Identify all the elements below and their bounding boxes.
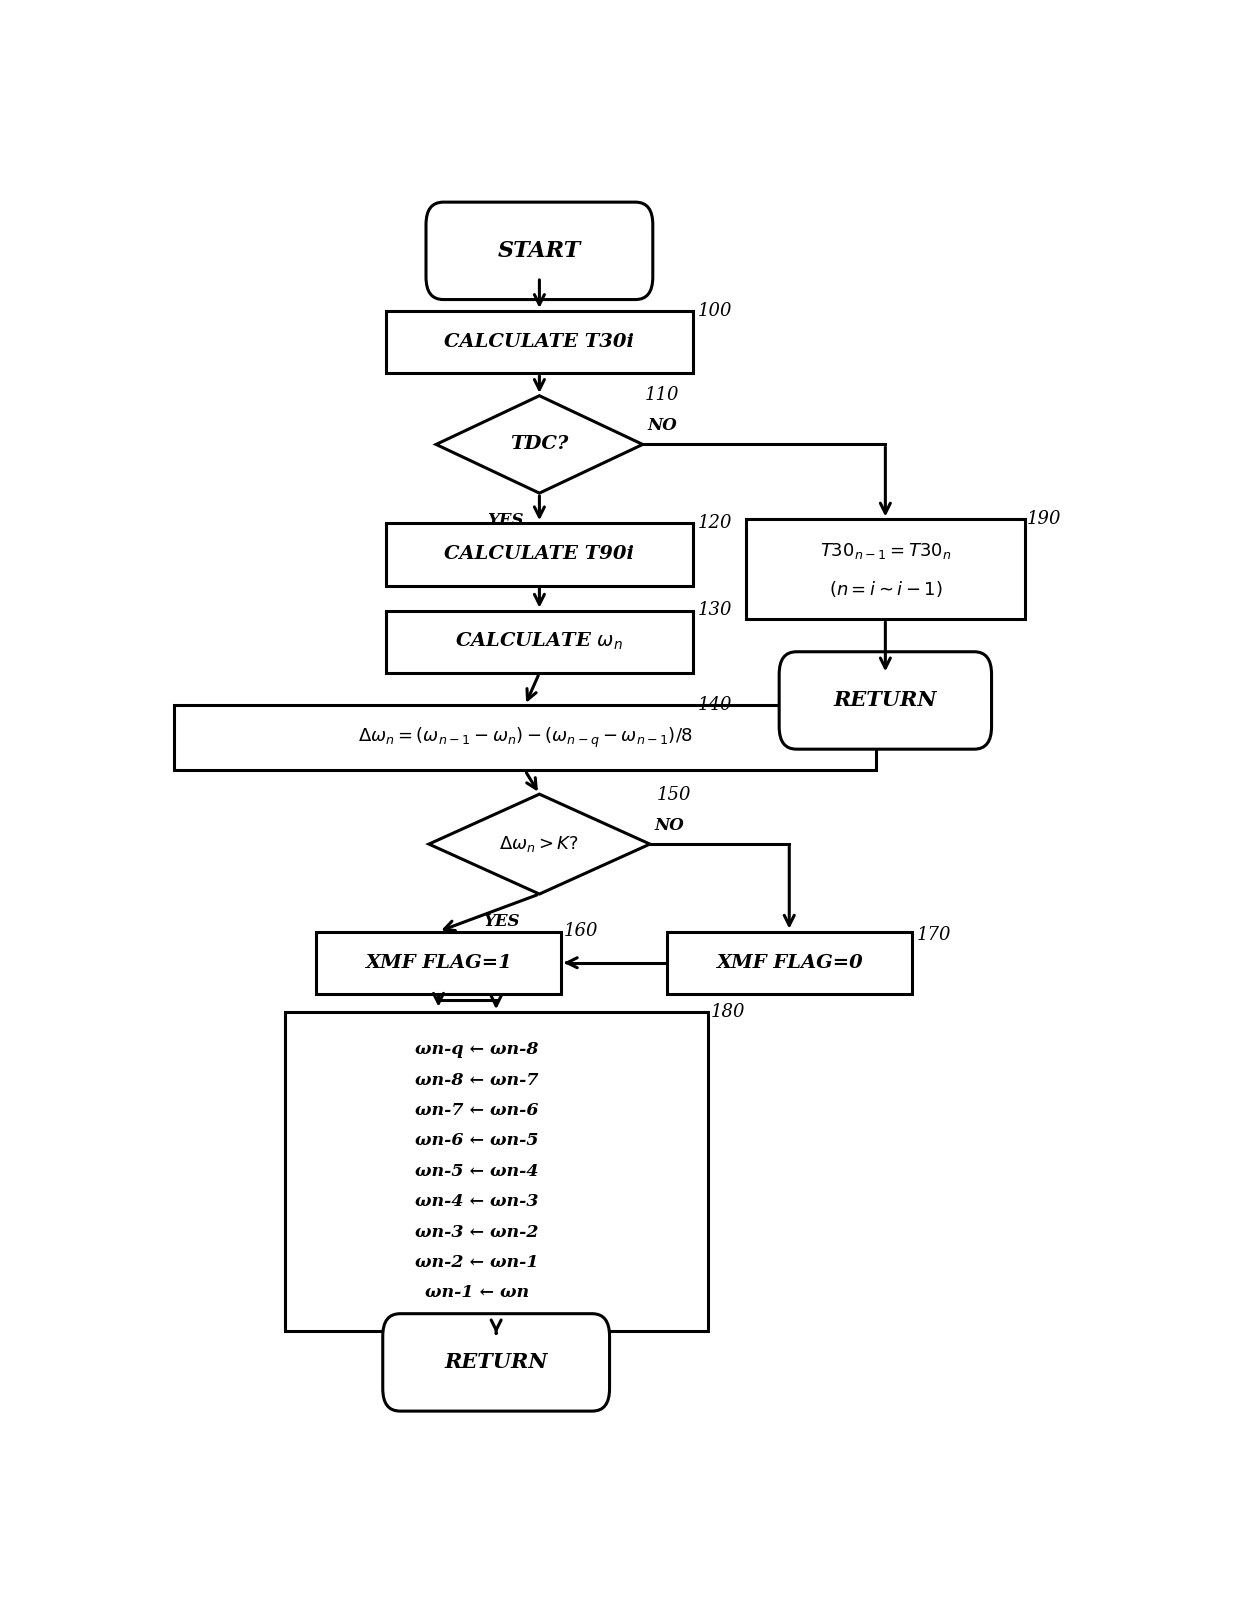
Polygon shape <box>429 795 650 894</box>
Text: XMF FLAG=0: XMF FLAG=0 <box>715 954 863 972</box>
FancyBboxPatch shape <box>427 203 652 300</box>
Text: 120: 120 <box>698 514 733 532</box>
Text: 110: 110 <box>645 386 680 404</box>
Text: ωn-7 ← ωn-6: ωn-7 ← ωn-6 <box>415 1101 538 1119</box>
Text: CALCULATE T90i: CALCULATE T90i <box>444 545 635 563</box>
Text: YES: YES <box>487 513 525 529</box>
Text: 190: 190 <box>1027 509 1061 529</box>
Bar <box>386 610 693 673</box>
Bar <box>386 524 693 586</box>
Text: START: START <box>497 240 582 261</box>
Text: $\Delta\omega_n=(\omega_{n-1}-\omega_n)-(\omega_{n-q}-\omega_{n-1})/8$: $\Delta\omega_n=(\omega_{n-1}-\omega_n)-… <box>358 725 692 749</box>
Text: ωn-q ← ωn-8: ωn-q ← ωn-8 <box>415 1041 538 1058</box>
Text: $\Delta\omega_n > K?$: $\Delta\omega_n > K?$ <box>500 834 579 855</box>
FancyBboxPatch shape <box>779 652 992 749</box>
Bar <box>316 931 560 994</box>
Bar <box>386 311 693 373</box>
Bar <box>285 1012 708 1330</box>
Text: ωn-8 ← ωn-7: ωn-8 ← ωn-7 <box>415 1072 538 1088</box>
Text: YES: YES <box>482 913 520 929</box>
Text: 160: 160 <box>563 923 598 941</box>
Text: ωn-6 ← ωn-5: ωn-6 ← ωn-5 <box>415 1132 538 1150</box>
Text: 150: 150 <box>657 787 691 805</box>
Text: $(n=i\sim i-1)$: $(n=i\sim i-1)$ <box>828 579 942 599</box>
Text: XMF FLAG=1: XMF FLAG=1 <box>365 954 512 972</box>
Bar <box>746 519 1024 620</box>
Text: 130: 130 <box>698 602 733 620</box>
Text: RETURN: RETURN <box>444 1353 548 1372</box>
Text: 180: 180 <box>711 1004 745 1022</box>
Text: ωn-3 ← ωn-2: ωn-3 ← ωn-2 <box>415 1223 538 1241</box>
Text: NO: NO <box>655 817 684 834</box>
Text: ωn-4 ← ωn-3: ωn-4 ← ωn-3 <box>415 1194 538 1210</box>
Text: TDC?: TDC? <box>511 435 568 454</box>
Text: ωn-2 ← ωn-1: ωn-2 ← ωn-1 <box>415 1254 538 1272</box>
Text: CALCULATE T30i: CALCULATE T30i <box>444 333 635 350</box>
Text: 140: 140 <box>698 696 733 714</box>
Text: ωn-5 ← ωn-4: ωn-5 ← ωn-4 <box>415 1163 538 1179</box>
Polygon shape <box>436 396 642 493</box>
Text: RETURN: RETURN <box>833 691 937 710</box>
Bar <box>174 706 875 770</box>
Bar <box>667 931 911 994</box>
Text: NO: NO <box>647 417 677 435</box>
FancyBboxPatch shape <box>383 1314 610 1411</box>
Text: 170: 170 <box>918 926 951 944</box>
Text: ωn-1 ← ωn: ωn-1 ← ωn <box>425 1285 529 1301</box>
Text: 100: 100 <box>698 302 733 320</box>
Text: CALCULATE $\omega_n$: CALCULATE $\omega_n$ <box>455 631 624 652</box>
Text: $T30_{n-1}=T30_n$: $T30_{n-1}=T30_n$ <box>820 542 951 561</box>
